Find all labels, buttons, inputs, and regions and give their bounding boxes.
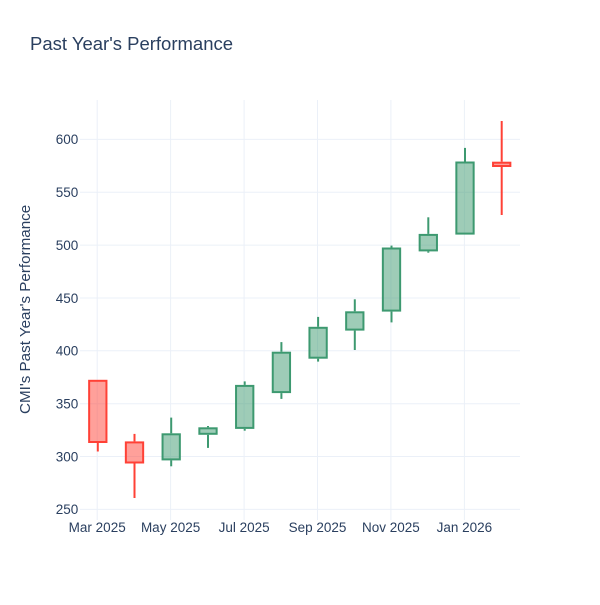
svg-text:Past Year's Performance: Past Year's Performance	[30, 33, 233, 54]
svg-text:Jul 2025: Jul 2025	[219, 520, 270, 535]
svg-text:500: 500	[56, 238, 79, 253]
svg-text:350: 350	[56, 397, 79, 412]
svg-text:CMI's Past Year's Performance: CMI's Past Year's Performance	[17, 205, 34, 414]
svg-text:550: 550	[56, 185, 79, 200]
svg-text:600: 600	[56, 132, 79, 147]
svg-text:May 2025: May 2025	[141, 520, 200, 535]
svg-text:300: 300	[56, 449, 79, 464]
svg-text:450: 450	[56, 291, 79, 306]
svg-text:Mar 2025: Mar 2025	[69, 520, 126, 535]
svg-text:Sep 2025: Sep 2025	[289, 520, 347, 535]
svg-text:250: 250	[56, 502, 79, 517]
svg-text:Jan 2026: Jan 2026	[437, 520, 493, 535]
svg-text:400: 400	[56, 344, 79, 359]
svg-text:Nov 2025: Nov 2025	[362, 520, 420, 535]
